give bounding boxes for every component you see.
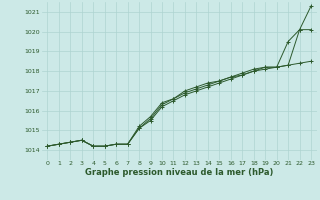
X-axis label: Graphe pression niveau de la mer (hPa): Graphe pression niveau de la mer (hPa) bbox=[85, 168, 273, 177]
